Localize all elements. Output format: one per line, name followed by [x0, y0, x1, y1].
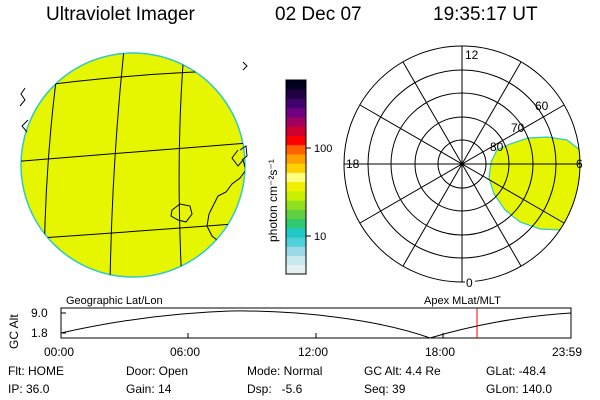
altitude-ylabel: GC Alt	[7, 314, 21, 349]
color-bar-unit-label: photon cm⁻²s⁻¹	[266, 159, 280, 242]
color-bar-label-10: 10	[314, 231, 326, 243]
coastline	[239, 145, 248, 161]
geographic-disk	[19, 52, 248, 278]
mlat-label-70: 70	[511, 121, 525, 135]
mlat-label-80: 80	[490, 140, 504, 154]
color-bar-segment	[286, 264, 306, 275]
mlat-label-60: 60	[535, 99, 549, 113]
time-tick-label: 06:00	[170, 345, 200, 359]
mlt-label-0: 0	[466, 276, 473, 290]
color-bar: 100 10 photon cm⁻²s⁻¹	[266, 79, 332, 275]
coastline-island	[170, 203, 193, 223]
label-backdrop	[465, 276, 475, 289]
coastline	[21, 119, 29, 133]
color-bar-segment	[286, 116, 306, 127]
polar-panel-caption: Apex MLat/MLT	[424, 295, 501, 307]
color-bar-segment	[286, 172, 306, 183]
color-bar-segment	[286, 237, 306, 247]
date-label: 02 Dec 07	[275, 4, 362, 25]
time-label: 19:35:17 UT	[433, 4, 538, 25]
mlt-label-6: 6	[576, 157, 583, 171]
color-bar-label-100: 100	[314, 143, 332, 155]
color-bar-segment	[286, 246, 306, 257]
mlt-label-18: 18	[346, 157, 360, 171]
color-bar-segment	[286, 181, 306, 192]
color-bar-segment	[286, 227, 306, 238]
color-bar-segment	[286, 200, 306, 210]
status-dsp: Dsp: -5.6	[247, 382, 303, 396]
color-bar-segment	[286, 89, 306, 99]
color-bar-segment	[286, 218, 306, 229]
mlt-spoke	[359, 104, 565, 224]
altitude-ytick-bottom: 1.8	[31, 326, 48, 340]
coastline	[242, 61, 248, 71]
app-title: Ultraviolet Imager	[46, 4, 195, 25]
longitude-line	[178, 53, 186, 277]
coastline	[19, 87, 26, 107]
color-bar-segment	[286, 126, 306, 136]
color-bar-segment	[286, 144, 306, 155]
earth-disk	[20, 52, 246, 278]
color-bar-segment	[286, 135, 306, 146]
time-tick-label: 23:59	[552, 345, 582, 359]
color-bar-segment	[286, 98, 306, 109]
status-door: Door: Open	[126, 364, 189, 378]
color-bar-segment	[286, 80, 306, 90]
status-gain: Gain: 14	[126, 382, 172, 396]
time-tick-label: 12:00	[298, 345, 328, 359]
color-bar-segment	[286, 255, 306, 266]
status-glon: GLon: 140.0	[486, 382, 553, 396]
longitude-line	[109, 53, 126, 277]
color-bar-segment	[286, 163, 306, 173]
latitude-line	[21, 141, 245, 163]
altitude-curve	[60, 310, 572, 339]
polar-plot: 12 18 6 0 60 70 80	[343, 45, 583, 290]
geo-panel-caption: Geographic Lat/Lon	[66, 295, 163, 307]
status-ip: IP: 36.0	[8, 382, 50, 396]
mlt-label-12: 12	[465, 48, 479, 62]
label-backdrop	[464, 48, 478, 61]
status-glat: GLat: -48.4	[486, 364, 547, 378]
color-bar-segment	[286, 209, 306, 220]
color-bar-segment	[286, 153, 306, 164]
color-bar-frame	[285, 79, 307, 275]
altitude-ytick-top: 9.0	[31, 306, 48, 320]
time-tick-label: 00:00	[44, 345, 74, 359]
color-bar-segment	[286, 107, 306, 118]
color-bar-segment	[286, 190, 306, 201]
status-flt: Flt: HOME	[8, 364, 64, 378]
time-tick-label: 18:00	[425, 345, 455, 359]
status-mode: Mode: Normal	[247, 364, 323, 378]
status-seq: Seq: 39	[364, 382, 406, 396]
status-gcalt: GC Alt: 4.4 Re	[364, 364, 441, 378]
altitude-plot: GC Alt 9.0 1.8 00:00 06:00 12:00 18:00 2…	[7, 306, 582, 359]
